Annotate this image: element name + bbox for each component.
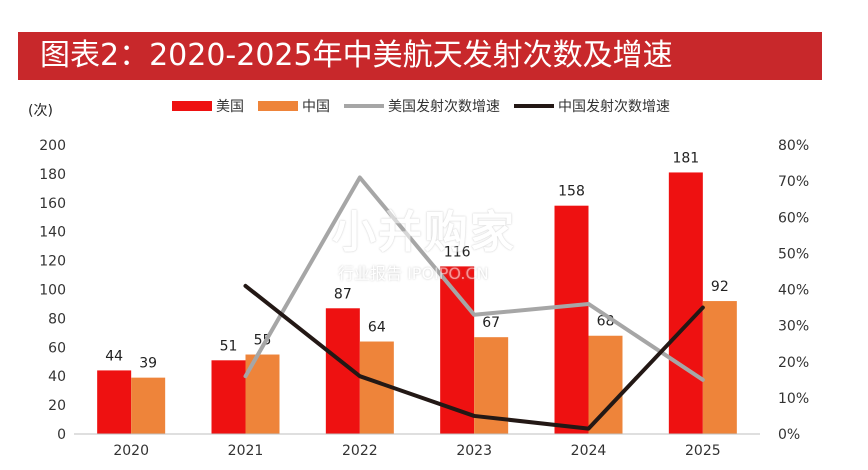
y-right-tick-label: 0% <box>778 427 800 443</box>
data-label-usa: 116 <box>444 244 471 260</box>
y-left-tick-label: 160 <box>39 196 66 212</box>
y-left-tick-label: 0 <box>57 427 66 443</box>
legend-item-usa-line: 美国发射次数增速 <box>344 96 500 116</box>
x-tick-label: 2021 <box>228 443 264 459</box>
y-right-tick-label: 60% <box>778 210 809 226</box>
bar-china <box>588 335 623 434</box>
legend-swatch-china <box>258 101 298 111</box>
bar-usa <box>211 360 246 434</box>
line-usa-growth <box>243 175 705 382</box>
bar-usa <box>97 370 132 434</box>
y-right-tick-label: 80% <box>778 138 809 154</box>
y-left-tick-label: 40 <box>48 369 66 385</box>
y-right-tick-label: 20% <box>778 355 809 371</box>
legend-swatch-china-growth <box>514 104 554 108</box>
y-left-tick-label: 20 <box>48 398 66 414</box>
chart-title: 图表2：2020-2025年中美航天发射次数及增速 <box>40 38 673 73</box>
x-tick-label: 2022 <box>342 443 378 459</box>
bar-usa <box>554 205 589 434</box>
y-left-tick-label: 180 <box>39 167 66 183</box>
x-tick-label: 2025 <box>685 443 721 459</box>
legend-label-china-growth: 中国发射次数增速 <box>558 99 670 115</box>
y-right-tick-label: 70% <box>778 174 809 190</box>
legend-item-china-bar: 中国 <box>258 96 330 116</box>
legend: 美国 中国 美国发射次数增速 中国发射次数增速 <box>172 96 684 116</box>
x-tick-label: 2024 <box>571 443 607 459</box>
line-china-growth <box>243 283 705 431</box>
legend-label-china: 中国 <box>302 99 330 115</box>
data-label-china: 39 <box>139 356 157 372</box>
data-label-china: 92 <box>711 279 729 295</box>
data-label-usa: 51 <box>220 338 238 354</box>
legend-item-china-line: 中国发射次数增速 <box>514 96 670 116</box>
y-left-tick-label: 80 <box>48 311 66 327</box>
y-left-tick-label: 140 <box>39 225 66 241</box>
data-label-usa: 181 <box>672 150 699 166</box>
legend-label-usa-growth: 美国发射次数增速 <box>388 99 500 115</box>
bar-china <box>702 301 737 434</box>
legend-item-usa-bar: 美国 <box>172 96 244 116</box>
legend-swatch-usa <box>172 101 212 111</box>
y-right-tick-label: 50% <box>778 246 809 262</box>
data-label-usa: 158 <box>558 184 585 200</box>
y-left-tick-label: 100 <box>39 283 66 299</box>
left-axis-unit: (次) <box>28 103 53 119</box>
x-tick-label: 2020 <box>113 443 149 459</box>
bar-china <box>131 377 166 434</box>
y-right-tick-label: 10% <box>778 391 809 407</box>
bar-usa <box>668 172 703 434</box>
x-tick-label: 2023 <box>456 443 492 459</box>
data-label-usa: 44 <box>105 348 123 364</box>
y-right-tick-label: 40% <box>778 283 809 299</box>
legend-swatch-usa-growth <box>344 104 384 108</box>
legend-label-usa: 美国 <box>216 99 244 115</box>
y-right-tick-label: 30% <box>778 319 809 335</box>
y-left-tick-label: 200 <box>39 138 66 154</box>
data-label-china: 64 <box>368 320 386 336</box>
data-label-china: 67 <box>482 315 500 331</box>
y-left-tick-label: 60 <box>48 340 66 356</box>
y-left-tick-label: 120 <box>39 254 66 270</box>
data-label-usa: 87 <box>334 286 352 302</box>
title-banner: 图表2：2020-2025年中美航天发射次数及增速 <box>18 32 822 80</box>
